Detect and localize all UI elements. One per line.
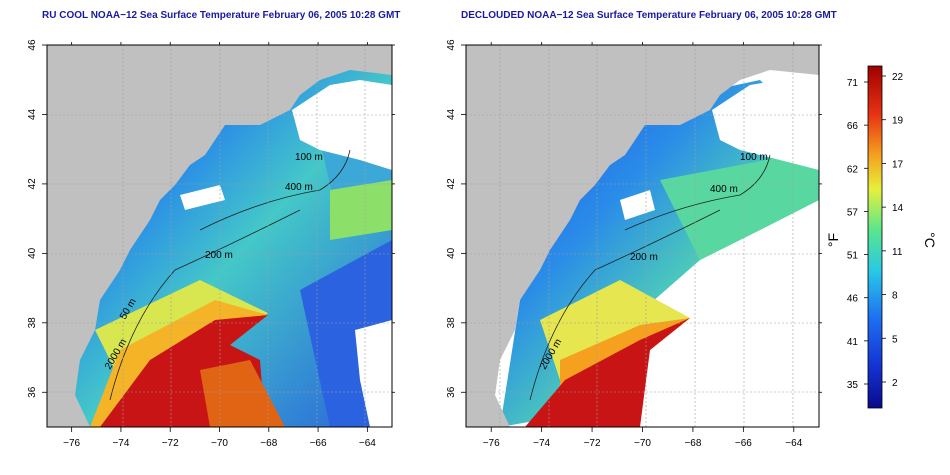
lon-tick-label: −68	[684, 438, 701, 449]
fahrenheit-tick-label: 41	[847, 337, 859, 348]
land-mass	[47, 45, 392, 427]
contour-200m	[199, 149, 351, 231]
celsius-label: °C	[922, 232, 938, 248]
fahrenheit-tick-label: 71	[847, 78, 859, 89]
lon-tick-label: −64	[359, 438, 376, 449]
warm-eddy	[330, 180, 392, 240]
fahrenheit-tick-label: 66	[847, 121, 859, 132]
fahrenheit-tick-label: 46	[847, 294, 859, 305]
celsius-tick-label: 5	[892, 334, 898, 345]
left-axes: −76 −74 −72 −70 −68 −66 −64 36 38 40 42 44 46	[27, 39, 395, 449]
lat-tick-label: 44	[27, 108, 38, 120]
lon-tick-label: −70	[211, 438, 228, 449]
land-mass	[466, 45, 819, 427]
slope-water	[660, 150, 819, 260]
lat-tick-label: 36	[27, 386, 38, 398]
lat-tick-label: 42	[446, 178, 457, 190]
left-map	[47, 45, 392, 427]
left-grid	[47, 45, 392, 427]
fahrenheit-label: °F	[825, 233, 841, 247]
left-contour-label-400m: 400 m	[285, 182, 313, 193]
right-panel-title: DECLOUDED NOAA−12 Sea Surface Temperatur…	[461, 10, 837, 21]
lat-tick-label: 46	[446, 39, 457, 51]
left-contour-label-100m: 100 m	[295, 152, 323, 163]
celsius-tick-label: 14	[892, 203, 904, 214]
lat-tick-label: 44	[446, 108, 457, 120]
lon-tick-label: −74	[533, 438, 550, 449]
gulf-stream-edge	[200, 360, 285, 427]
lon-tick-label: −66	[310, 438, 327, 449]
lat-tick-label: 38	[27, 317, 38, 329]
left-contour-label-200m: 200 m	[205, 250, 233, 261]
lat-tick-label: 38	[446, 317, 457, 329]
celsius-tick-label: 2	[892, 378, 898, 389]
lat-tick-label: 40	[446, 247, 457, 259]
fahrenheit-tick-label: 57	[847, 207, 859, 218]
lon-tick-label: −76	[483, 438, 500, 449]
colorbar	[867, 65, 883, 409]
celsius-tick-label: 11	[892, 247, 903, 258]
fahrenheit-tick-label: 51	[847, 251, 859, 262]
celsius-tick-label: 8	[892, 291, 898, 302]
lon-tick-label: −64	[785, 438, 802, 449]
lon-tick-label: −74	[112, 438, 129, 449]
cloud-mask	[355, 320, 392, 427]
lon-tick-label: −72	[162, 438, 179, 449]
right-map	[466, 45, 819, 427]
lon-tick-label: −66	[735, 438, 752, 449]
gulf-of-maine-mask	[712, 80, 819, 170]
lon-tick-label: −70	[634, 438, 651, 449]
right-contour-label-400m: 400 m	[710, 184, 738, 195]
celsius-tick-label: 19	[892, 116, 904, 127]
lon-tick-label: −72	[584, 438, 601, 449]
celsius-tick-label: 17	[892, 159, 904, 170]
lat-tick-label: 36	[446, 386, 457, 398]
colorbar-ticks: 22 19 17 14 11 8 5 2 71 66 62 57 51 46 41 35	[847, 72, 904, 391]
right-grid	[466, 45, 819, 427]
contour-2000m	[109, 209, 301, 401]
celsius-tick-label: 22	[892, 72, 904, 83]
left-panel-title: RU COOL NOAA−12 Sea Surface Temperature …	[42, 10, 401, 21]
coastal-mask	[180, 185, 225, 210]
right-contour-label-200m: 200 m	[630, 252, 658, 263]
lon-tick-label: −68	[260, 438, 277, 449]
contour-2000m	[529, 209, 721, 401]
lat-tick-label: 46	[27, 39, 38, 51]
lon-tick-label: −76	[63, 438, 80, 449]
fahrenheit-tick-label: 35	[847, 380, 859, 391]
lat-tick-label: 42	[27, 178, 38, 190]
gulf-stream	[525, 318, 690, 427]
fahrenheit-tick-label: 62	[847, 164, 859, 175]
lat-tick-label: 40	[27, 247, 38, 259]
right-contour-label-100m: 100 m	[740, 152, 768, 163]
right-axes: −76 −74 −72 −70 −68 −66 −64 36 38 40 42 44 46	[446, 39, 822, 449]
contour-200m	[624, 154, 771, 231]
